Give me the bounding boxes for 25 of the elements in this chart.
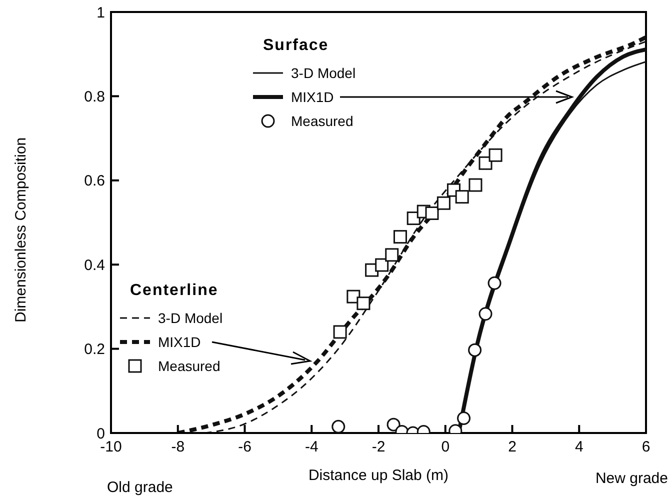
y-tick-label: 0.4	[84, 256, 105, 274]
text: Old grade	[107, 479, 173, 496]
x-tick-label: -8	[171, 438, 185, 456]
text: New grade	[595, 470, 668, 487]
x-tick-label: -2	[372, 438, 386, 456]
y-tick-label: 0.6	[84, 172, 105, 190]
legend-label: MIX1D	[291, 89, 334, 105]
y-tick-label: 0.8	[84, 88, 105, 106]
x-tick-label: 4	[574, 438, 584, 456]
x-axis-title: Distance up Slab (m)	[308, 467, 449, 484]
x-tick-label: 6	[642, 438, 650, 456]
annotation: Centerline	[130, 282, 218, 299]
x-tick-label: -4	[304, 438, 318, 456]
legend-label: Measured	[158, 358, 220, 374]
legend-label: MIX1D	[158, 334, 201, 350]
x-tick-label: 2	[508, 438, 516, 456]
legend-label: 3-D Model	[291, 65, 356, 81]
annotation: Surface	[263, 37, 329, 54]
x-tick-label: -6	[238, 438, 252, 456]
legend-label: Measured	[291, 113, 354, 129]
y-tick-label: 0.2	[84, 341, 105, 358]
y-axis-title: Dimensionless Composition	[12, 137, 30, 322]
x-tick-label: 0	[441, 438, 450, 456]
y-tick-label: 1	[96, 4, 105, 22]
legend-label: 3-D Model	[158, 310, 223, 326]
